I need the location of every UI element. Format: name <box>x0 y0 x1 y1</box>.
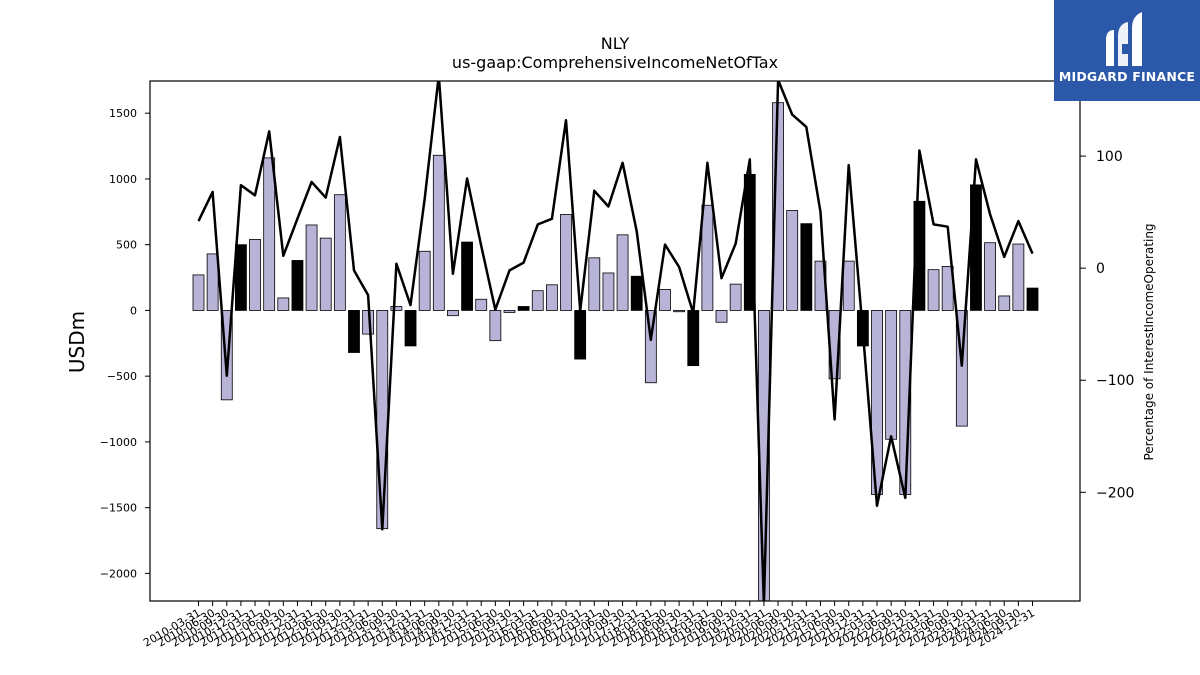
brand-logo: MIDGARD FINANCE <box>1054 0 1200 101</box>
bar <box>659 288 671 311</box>
bar <box>277 297 290 311</box>
bar <box>1026 287 1039 311</box>
chart-title: NLY <box>601 34 630 53</box>
y-tick-label: 1500 <box>109 107 137 120</box>
bar <box>531 290 544 311</box>
y-tick-label: 0 <box>130 304 137 317</box>
bar <box>616 234 629 311</box>
bar <box>673 310 686 313</box>
chart-subtitle: us-gaap:ComprehensiveIncomeNetOfTax <box>452 53 778 72</box>
bar <box>503 310 516 313</box>
bar <box>574 310 587 360</box>
series-line <box>197 81 1034 601</box>
bar <box>885 310 898 440</box>
bar <box>1012 243 1025 311</box>
y2-tick-label: −200 <box>1096 485 1134 501</box>
bar <box>602 272 615 311</box>
bar <box>644 310 657 384</box>
bar <box>235 244 247 311</box>
bar <box>291 260 304 311</box>
plot-frame <box>149 80 1081 602</box>
bar <box>701 204 714 311</box>
midgard-logo-icon <box>1106 12 1142 66</box>
bar <box>517 306 530 311</box>
bar <box>588 257 601 311</box>
bar <box>475 298 488 311</box>
y2-axis-label: Percentage of InterestIncomeOperating <box>1142 223 1156 460</box>
bar <box>984 242 996 311</box>
bar <box>348 310 360 353</box>
bar <box>955 310 968 427</box>
bar <box>545 284 558 311</box>
y2-tick-label: 0 <box>1096 261 1105 277</box>
bar <box>319 237 332 311</box>
bar <box>263 157 276 311</box>
y2-tick-label: 100 <box>1096 149 1123 165</box>
bar <box>249 239 261 311</box>
bar <box>842 260 855 311</box>
bar-group <box>192 102 1039 602</box>
bar <box>333 194 346 311</box>
bar <box>786 210 799 311</box>
axes: −2000−1500−1000−500050010001500−200−1000… <box>100 80 1134 650</box>
bar <box>418 250 431 311</box>
bar <box>206 253 219 311</box>
bar <box>729 283 742 311</box>
y-tick-label: −2000 <box>100 567 137 580</box>
y-tick-label: 500 <box>116 239 137 252</box>
bar <box>404 310 417 347</box>
bar <box>432 154 445 311</box>
y-tick-label: −500 <box>107 370 137 383</box>
bar <box>376 310 389 530</box>
bar <box>447 310 459 317</box>
bar <box>715 310 728 323</box>
bar <box>305 224 318 311</box>
bar <box>192 274 205 311</box>
y-tick-label: −1000 <box>100 436 137 449</box>
bar <box>927 269 940 311</box>
bar <box>800 223 813 311</box>
line-group <box>197 81 1034 601</box>
bar <box>220 310 233 401</box>
y2-tick-label: −100 <box>1096 373 1134 389</box>
bar <box>489 310 502 342</box>
brand-name: MIDGARD FINANCE <box>1058 69 1196 84</box>
bar <box>687 310 700 367</box>
bar <box>390 306 403 311</box>
bar <box>998 295 1011 311</box>
bar <box>461 241 473 311</box>
bar <box>630 275 643 311</box>
y-axis-label: USDm <box>65 311 89 373</box>
bar <box>560 214 572 311</box>
y-tick-label: −1500 <box>100 502 137 515</box>
y-tick-label: 1000 <box>109 173 137 186</box>
